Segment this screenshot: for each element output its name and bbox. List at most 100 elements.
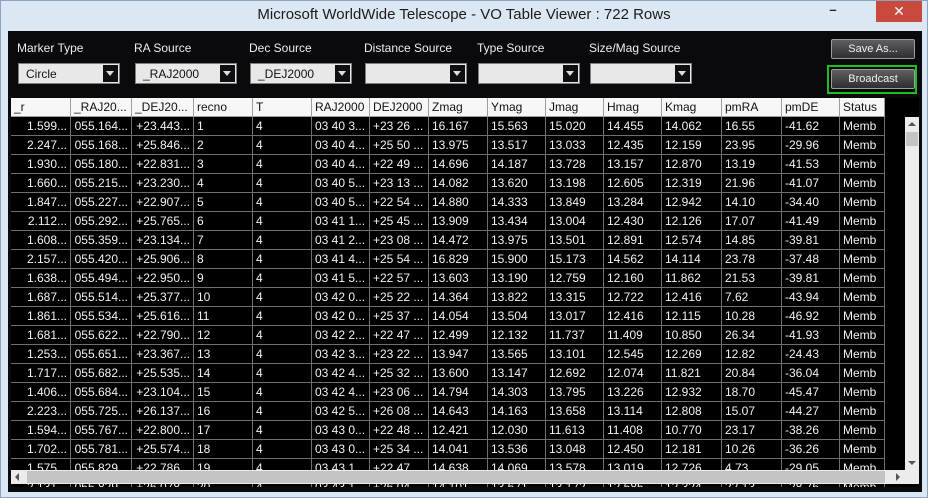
table-cell[interactable]: -45.47 xyxy=(782,383,840,402)
table-cell[interactable]: 13.975 xyxy=(429,136,488,155)
column-header[interactable]: Zmag xyxy=(429,98,488,117)
table-cell[interactable]: 14.880 xyxy=(429,193,488,212)
table-row[interactable]: 1.930... 055.180... +22.831... 3 4 03 40 4...… xyxy=(11,155,885,174)
table-cell[interactable]: 14.187 xyxy=(488,155,546,174)
table-cell[interactable]: 12.722 xyxy=(604,288,662,307)
table-cell[interactable]: 03 40 4... xyxy=(312,155,370,174)
table-cell[interactable]: 055.682... xyxy=(71,364,132,383)
table-cell[interactable]: 16.55 xyxy=(722,117,782,136)
column-header[interactable]: Kmag xyxy=(662,98,722,117)
table-cell[interactable]: +25 37 ... xyxy=(370,307,429,326)
table-cell[interactable]: 055.767... xyxy=(71,421,132,440)
table-cell[interactable]: 12.692 xyxy=(546,364,604,383)
table-cell[interactable]: 4 xyxy=(253,269,312,288)
table-row[interactable]: 1.847... 055.227... +22.907... 5 4 03 40 5...… xyxy=(11,193,885,212)
table-cell[interactable]: 13.947 xyxy=(429,345,488,364)
table-cell[interactable]: 14.696 xyxy=(429,155,488,174)
table-cell[interactable]: 4 xyxy=(253,212,312,231)
table-cell[interactable]: 13.565 xyxy=(488,345,546,364)
table-cell[interactable]: -24.43 xyxy=(782,345,840,364)
table-cell[interactable]: 16.829 xyxy=(429,250,488,269)
dec-source-select[interactable]: _DEJ2000 xyxy=(250,63,352,84)
table-cell[interactable]: 03 42 0... xyxy=(312,288,370,307)
table-row[interactable]: 1.406... 055.684... +23.104... 15 4 03 42 4..… xyxy=(11,383,885,402)
table-cell[interactable]: 12.435 xyxy=(604,136,662,155)
chevron-down-icon[interactable] xyxy=(450,65,465,82)
table-cell[interactable]: 1.406... xyxy=(11,383,71,402)
table-cell[interactable]: Memb xyxy=(840,421,885,440)
table-cell[interactable]: 13.315 xyxy=(546,288,604,307)
table-cell[interactable]: 11 xyxy=(194,307,253,326)
table-cell[interactable]: +22 54 ... xyxy=(370,193,429,212)
table-cell[interactable]: -39.81 xyxy=(782,231,840,250)
table-cell[interactable]: 18.70 xyxy=(722,383,782,402)
table-row[interactable]: 1.702... 055.781... +25.574... 18 4 03 43 0..… xyxy=(11,440,885,459)
marker-type-select[interactable]: Circle xyxy=(18,63,120,84)
table-cell[interactable]: 12.181 xyxy=(662,440,722,459)
table-cell[interactable]: 7 xyxy=(194,231,253,250)
table-cell[interactable]: +22 49 ... xyxy=(370,155,429,174)
table-cell[interactable]: 10.26 xyxy=(722,440,782,459)
table-row[interactable]: 1.681... 055.622... +22.790... 12 4 03 42 2..… xyxy=(11,326,885,345)
table-row[interactable]: 2.247... 055.168... +25.846... 2 4 03 40 4...… xyxy=(11,136,885,155)
table-cell[interactable]: 13.849 xyxy=(546,193,604,212)
table-cell[interactable]: 14.114 xyxy=(662,250,722,269)
table-row[interactable]: 1.660... 055.215... +23.230... 4 4 03 40 5...… xyxy=(11,174,885,193)
table-cell[interactable]: Memb xyxy=(840,117,885,136)
table-cell[interactable]: 21.53 xyxy=(722,269,782,288)
chevron-down-icon[interactable] xyxy=(675,65,690,82)
table-cell[interactable]: 12.942 xyxy=(662,193,722,212)
table-cell[interactable]: 4 xyxy=(253,307,312,326)
table-cell[interactable]: 13.048 xyxy=(546,440,604,459)
table-cell[interactable]: 03 40 5... xyxy=(312,193,370,212)
table-cell[interactable]: -29.96 xyxy=(782,136,840,155)
table-cell[interactable]: 13.795 xyxy=(546,383,604,402)
table-cell[interactable]: +25.906... xyxy=(132,250,194,269)
table-cell[interactable]: 03 42 5... xyxy=(312,402,370,421)
table-cell[interactable]: 11.409 xyxy=(604,326,662,345)
table-cell[interactable]: +22.950... xyxy=(132,269,194,288)
table-cell[interactable]: -36.26 xyxy=(782,440,840,459)
table-cell[interactable]: 2.223... xyxy=(11,402,71,421)
table-cell[interactable]: -44.27 xyxy=(782,402,840,421)
vertical-scrollbar[interactable] xyxy=(905,117,919,470)
horizontal-scroll-thumb[interactable] xyxy=(27,471,885,483)
table-cell[interactable]: 14.054 xyxy=(429,307,488,326)
table-cell[interactable]: 13.017 xyxy=(546,307,604,326)
table-cell[interactable]: 14.082 xyxy=(429,174,488,193)
table-cell[interactable]: -41.62 xyxy=(782,117,840,136)
table-cell[interactable]: 14.10 xyxy=(722,193,782,212)
table-cell[interactable]: 10.28 xyxy=(722,307,782,326)
distance-source-select[interactable] xyxy=(365,63,467,84)
table-cell[interactable]: 10.770 xyxy=(662,421,722,440)
table-cell[interactable]: 13.19 xyxy=(722,155,782,174)
chevron-down-icon[interactable] xyxy=(220,65,235,82)
table-cell[interactable]: 13.975 xyxy=(488,231,546,250)
table-cell[interactable]: 5 xyxy=(194,193,253,212)
table-cell[interactable]: 12 xyxy=(194,326,253,345)
table-cell[interactable]: 14.562 xyxy=(604,250,662,269)
table-cell[interactable]: 11.408 xyxy=(604,421,662,440)
table-cell[interactable]: 055.534... xyxy=(71,307,132,326)
table-cell[interactable]: 13.190 xyxy=(488,269,546,288)
table-cell[interactable]: 1.681... xyxy=(11,326,71,345)
table-cell[interactable]: 055.227... xyxy=(71,193,132,212)
table-cell[interactable]: Memb xyxy=(840,345,885,364)
table-cell[interactable]: 055.684... xyxy=(71,383,132,402)
table-cell[interactable]: +25.574... xyxy=(132,440,194,459)
table-cell[interactable]: 4 xyxy=(253,155,312,174)
table-cell[interactable]: +23.134... xyxy=(132,231,194,250)
table-cell[interactable]: +22.800... xyxy=(132,421,194,440)
table-cell[interactable]: 4 xyxy=(253,440,312,459)
table-cell[interactable]: 26.34 xyxy=(722,326,782,345)
table-cell[interactable]: Memb xyxy=(840,231,885,250)
table-cell[interactable]: 12.159 xyxy=(662,136,722,155)
table-cell[interactable]: 23.17 xyxy=(722,421,782,440)
table-cell[interactable]: 11.613 xyxy=(546,421,604,440)
table-cell[interactable]: 8 xyxy=(194,250,253,269)
chevron-down-icon[interactable] xyxy=(335,65,350,82)
table-cell[interactable]: 12.430 xyxy=(604,212,662,231)
table-cell[interactable]: 12.499 xyxy=(429,326,488,345)
size-mag-source-select[interactable] xyxy=(590,63,692,84)
table-cell[interactable]: -41.49 xyxy=(782,212,840,231)
